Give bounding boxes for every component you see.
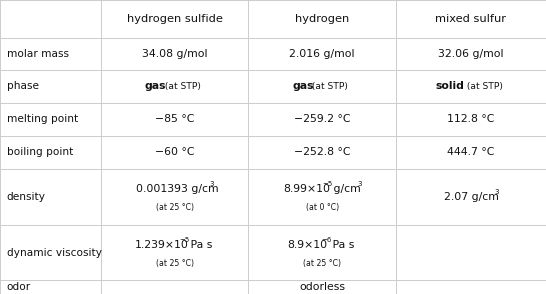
Text: dynamic viscosity: dynamic viscosity [7,248,102,258]
Text: molar mass: molar mass [7,49,69,59]
Text: 8.9×10: 8.9×10 [288,240,328,250]
Text: (at 25 °C): (at 25 °C) [156,259,194,268]
Text: (at 25 °C): (at 25 °C) [303,259,341,268]
Text: density: density [7,192,45,202]
Text: Pa s: Pa s [329,240,354,250]
Text: g/cm: g/cm [330,184,360,194]
Text: −5: −5 [180,237,190,243]
Text: melting point: melting point [7,114,78,124]
Text: (at 0 °C): (at 0 °C) [306,203,339,212]
Text: 1.239×10: 1.239×10 [134,240,188,250]
Text: (at STP): (at STP) [464,82,502,91]
Text: odor: odor [7,282,31,292]
Text: phase: phase [7,81,39,91]
Text: hydrogen sulfide: hydrogen sulfide [127,14,223,24]
Text: gas: gas [145,81,167,91]
Text: (at STP): (at STP) [162,82,200,91]
Text: 112.8 °C: 112.8 °C [447,114,495,124]
Text: 444.7 °C: 444.7 °C [447,147,495,157]
Text: 2.016 g/mol: 2.016 g/mol [289,49,355,59]
Text: solid: solid [435,81,464,91]
Text: 3: 3 [210,181,214,187]
Text: −259.2 °C: −259.2 °C [294,114,351,124]
Text: 2.07 g/cm: 2.07 g/cm [444,192,498,202]
Text: 32.06 g/mol: 32.06 g/mol [438,49,503,59]
Text: Pa s: Pa s [187,240,212,250]
Text: 8.99×10: 8.99×10 [283,184,330,194]
Text: 3: 3 [358,181,362,187]
Text: (at 25 °C): (at 25 °C) [156,203,194,212]
Text: −60 °C: −60 °C [155,147,194,157]
Text: (at STP): (at STP) [309,82,348,91]
Text: 34.08 g/mol: 34.08 g/mol [142,49,207,59]
Text: mixed sulfur: mixed sulfur [435,14,507,24]
Text: −85 °C: −85 °C [155,114,194,124]
Text: 3: 3 [495,189,499,195]
Text: −5: −5 [322,181,333,187]
Text: 0.001393 g/cm: 0.001393 g/cm [136,184,219,194]
Text: −252.8 °C: −252.8 °C [294,147,351,157]
Text: gas: gas [292,81,314,91]
Text: odorless: odorless [299,282,345,292]
Text: hydrogen: hydrogen [295,14,349,24]
Text: boiling point: boiling point [7,147,73,157]
Text: −6: −6 [322,237,332,243]
